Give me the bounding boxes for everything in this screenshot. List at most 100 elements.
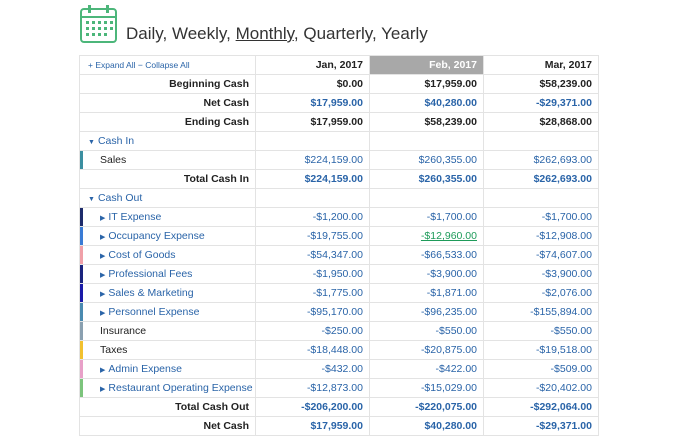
cell-mar: $262,693.00 bbox=[483, 169, 599, 189]
cell-jan[interactable]: -$12,873.00 bbox=[255, 378, 370, 398]
cell-mar[interactable]: -$550.00 bbox=[483, 321, 599, 341]
cell-mar[interactable]: -$74,607.00 bbox=[483, 245, 599, 265]
row-label-cell[interactable]: ▶ IT Expense bbox=[79, 207, 256, 227]
period-selector: Daily, Weekly, Monthly, Quarterly, Yearl… bbox=[126, 24, 428, 44]
column-header-jan[interactable]: Jan, 2017 bbox=[255, 55, 370, 75]
row-label-cell: Taxes bbox=[79, 340, 256, 360]
cell-feb[interactable]: $260,355.00 bbox=[369, 150, 484, 170]
cell-mar[interactable]: $262,693.00 bbox=[483, 150, 599, 170]
row-label[interactable]: Occupancy Expense bbox=[108, 230, 205, 242]
cell-jan[interactable]: -$1,200.00 bbox=[255, 207, 370, 227]
caret-right-icon[interactable]: ▶ bbox=[100, 253, 106, 260]
category-color-bar bbox=[80, 360, 83, 378]
row-label[interactable]: Admin Expense bbox=[108, 363, 182, 375]
cash-flow-table: + Expand All − Collapse All Jan, 2017 Fe… bbox=[79, 55, 599, 436]
row-label-cell[interactable]: ▶ Personnel Expense bbox=[79, 302, 256, 322]
category-color-bar bbox=[80, 265, 83, 283]
caret-right-icon[interactable]: ▶ bbox=[100, 291, 106, 298]
category-color-bar bbox=[80, 322, 83, 340]
cell-mar[interactable]: -$1,700.00 bbox=[483, 207, 599, 227]
cell-feb: $40,280.00 bbox=[369, 93, 484, 113]
cell-jan[interactable]: -$1,775.00 bbox=[255, 283, 370, 303]
cell-mar[interactable]: -$19,518.00 bbox=[483, 340, 599, 360]
net-cash-row: Net Cash $17,959.00 $40,280.00 -$29,371.… bbox=[79, 93, 599, 113]
cash-out-item-row: ▶ Restaurant Operating Expense -$12,873.00… bbox=[79, 378, 599, 398]
empty-cell bbox=[255, 131, 370, 151]
header-row: + Expand All − Collapse All Jan, 2017 Fe… bbox=[79, 55, 599, 75]
row-label-cell[interactable]: ▶ Admin Expense bbox=[79, 359, 256, 379]
cell-feb[interactable]: -$12,960.00 bbox=[369, 226, 484, 246]
caret-right-icon[interactable]: ▶ bbox=[100, 272, 106, 279]
row-label-cell[interactable]: ▶ Professional Fees bbox=[79, 264, 256, 284]
cash-out-item-row: Taxes -$18,448.00 -$20,875.00 -$19,518.00 bbox=[79, 340, 599, 360]
cell-feb[interactable]: -$66,533.00 bbox=[369, 245, 484, 265]
row-label: Total Cash In bbox=[79, 169, 256, 189]
cash-in-toggle[interactable]: ▼ Cash In bbox=[79, 131, 256, 151]
cash-out-item-row: ▶ IT Expense -$1,200.00 -$1,700.00 -$1,700.0… bbox=[79, 207, 599, 227]
cell-jan[interactable]: -$95,170.00 bbox=[255, 302, 370, 322]
cell-mar[interactable]: -$2,076.00 bbox=[483, 283, 599, 303]
period-yearly[interactable]: Yearly bbox=[381, 24, 428, 43]
column-header-feb[interactable]: Feb, 2017 bbox=[369, 55, 484, 75]
cell-feb[interactable]: -$3,900.00 bbox=[369, 264, 484, 284]
cell-feb: $40,280.00 bbox=[369, 416, 484, 436]
calendar-icon bbox=[80, 5, 117, 43]
cell-feb[interactable]: -$96,235.00 bbox=[369, 302, 484, 322]
cell-jan: $224,159.00 bbox=[255, 169, 370, 189]
cell-feb[interactable]: -$1,700.00 bbox=[369, 207, 484, 227]
row-label[interactable]: Professional Fees bbox=[108, 268, 193, 280]
expand-all-label: Expand All bbox=[95, 60, 136, 70]
cell-mar[interactable]: -$12,908.00 bbox=[483, 226, 599, 246]
caret-right-icon[interactable]: ▶ bbox=[100, 310, 106, 317]
cell-mar[interactable]: -$155,894.00 bbox=[483, 302, 599, 322]
collapse-all-button[interactable]: − Collapse All bbox=[137, 60, 190, 70]
cash-in-section-header[interactable]: ▼ Cash In bbox=[79, 131, 599, 151]
cell-jan[interactable]: -$54,347.00 bbox=[255, 245, 370, 265]
period-weekly[interactable]: Weekly, bbox=[171, 24, 231, 43]
cell-feb[interactable]: -$1,871.00 bbox=[369, 283, 484, 303]
cell-feb[interactable]: -$422.00 bbox=[369, 359, 484, 379]
net-cash-footer-row: Net Cash $17,959.00 $40,280.00 -$29,371.… bbox=[79, 416, 599, 436]
cell-jan[interactable]: -$432.00 bbox=[255, 359, 370, 379]
section-title: Cash Out bbox=[97, 192, 143, 204]
category-color-bar bbox=[80, 303, 83, 321]
total-cash-in-row: Total Cash In $224,159.00 $260,355.00 $2… bbox=[79, 169, 599, 189]
cash-out-section-header[interactable]: ▼ Cash Out bbox=[79, 188, 599, 208]
category-color-bar bbox=[80, 341, 83, 359]
cell-mar[interactable]: -$509.00 bbox=[483, 359, 599, 379]
cell-feb: $260,355.00 bbox=[369, 169, 484, 189]
period-monthly[interactable]: Monthly bbox=[235, 24, 294, 43]
cell-mar[interactable]: -$20,402.00 bbox=[483, 378, 599, 398]
column-header-mar[interactable]: Mar, 2017 bbox=[483, 55, 599, 75]
caret-right-icon[interactable]: ▶ bbox=[100, 367, 106, 374]
cash-out-toggle[interactable]: ▼ Cash Out bbox=[79, 188, 256, 208]
cell-jan[interactable]: -$19,755.00 bbox=[255, 226, 370, 246]
cell-feb[interactable]: -$15,029.00 bbox=[369, 378, 484, 398]
category-color-bar bbox=[80, 246, 83, 264]
beginning-cash-row: Beginning Cash $0.00 $17,959.00 $58,239.… bbox=[79, 74, 599, 94]
row-label-cell[interactable]: ▶ Sales & Marketing bbox=[79, 283, 256, 303]
cash-out-item-row: ▶ Personnel Expense -$95,170.00 -$96,235.00… bbox=[79, 302, 599, 322]
row-label-cell[interactable]: ▶ Cost of Goods bbox=[79, 245, 256, 265]
period-daily[interactable]: Daily, bbox=[126, 24, 168, 43]
period-quarterly[interactable]: Quarterly, bbox=[303, 24, 377, 43]
row-label[interactable]: Sales & Marketing bbox=[108, 287, 194, 299]
expand-all-button[interactable]: + Expand All bbox=[88, 60, 136, 70]
row-label[interactable]: Personnel Expense bbox=[108, 306, 200, 318]
cell-mar[interactable]: -$3,900.00 bbox=[483, 264, 599, 284]
cell-jan[interactable]: -$18,448.00 bbox=[255, 340, 370, 360]
cell-feb[interactable]: -$20,875.00 bbox=[369, 340, 484, 360]
cell-jan[interactable]: -$1,950.00 bbox=[255, 264, 370, 284]
caret-right-icon[interactable]: ▶ bbox=[100, 386, 106, 393]
cash-out-item-row: ▶ Sales & Marketing -$1,775.00 -$1,871.00 -$… bbox=[79, 283, 599, 303]
caret-right-icon[interactable]: ▶ bbox=[100, 215, 106, 222]
cell-feb[interactable]: -$550.00 bbox=[369, 321, 484, 341]
cell-jan[interactable]: -$250.00 bbox=[255, 321, 370, 341]
caret-right-icon[interactable]: ▶ bbox=[100, 234, 106, 241]
row-label[interactable]: Cost of Goods bbox=[108, 249, 176, 261]
row-label-cell[interactable]: ▶ Restaurant Operating Expense bbox=[79, 378, 256, 398]
cell-jan[interactable]: $224,159.00 bbox=[255, 150, 370, 170]
row-label[interactable]: IT Expense bbox=[108, 211, 162, 223]
row-label[interactable]: Restaurant Operating Expense bbox=[108, 382, 253, 394]
row-label-cell[interactable]: ▶ Occupancy Expense bbox=[79, 226, 256, 246]
